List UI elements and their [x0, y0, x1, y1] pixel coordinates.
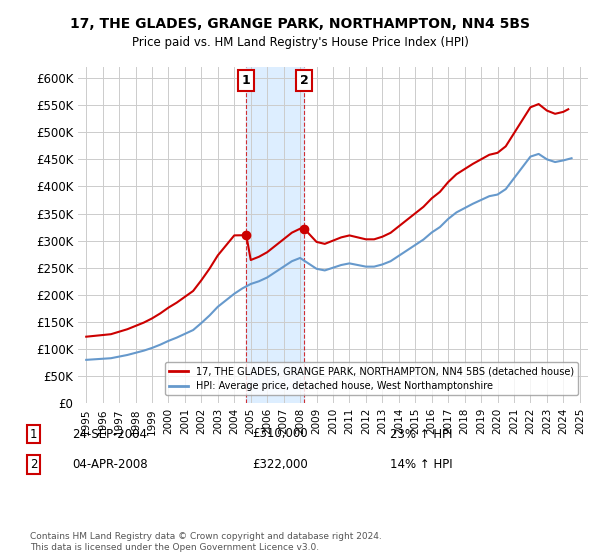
Text: 24-SEP-2004: 24-SEP-2004 — [72, 427, 147, 441]
Text: 2: 2 — [30, 458, 37, 472]
Text: Contains HM Land Registry data © Crown copyright and database right 2024.
This d: Contains HM Land Registry data © Crown c… — [30, 532, 382, 552]
Text: 1: 1 — [30, 427, 37, 441]
Text: £310,000: £310,000 — [252, 427, 308, 441]
Text: 23% ↑ HPI: 23% ↑ HPI — [390, 427, 452, 441]
Legend: 17, THE GLADES, GRANGE PARK, NORTHAMPTON, NN4 5BS (detached house), HPI: Average: 17, THE GLADES, GRANGE PARK, NORTHAMPTON… — [165, 362, 578, 395]
Text: 04-APR-2008: 04-APR-2008 — [72, 458, 148, 472]
Text: £322,000: £322,000 — [252, 458, 308, 472]
Text: 2: 2 — [300, 74, 308, 87]
Text: 17, THE GLADES, GRANGE PARK, NORTHAMPTON, NN4 5BS: 17, THE GLADES, GRANGE PARK, NORTHAMPTON… — [70, 17, 530, 31]
Bar — [246, 67, 304, 403]
Text: 1: 1 — [242, 74, 251, 87]
Text: Price paid vs. HM Land Registry's House Price Index (HPI): Price paid vs. HM Land Registry's House … — [131, 36, 469, 49]
Text: 14% ↑ HPI: 14% ↑ HPI — [390, 458, 452, 472]
